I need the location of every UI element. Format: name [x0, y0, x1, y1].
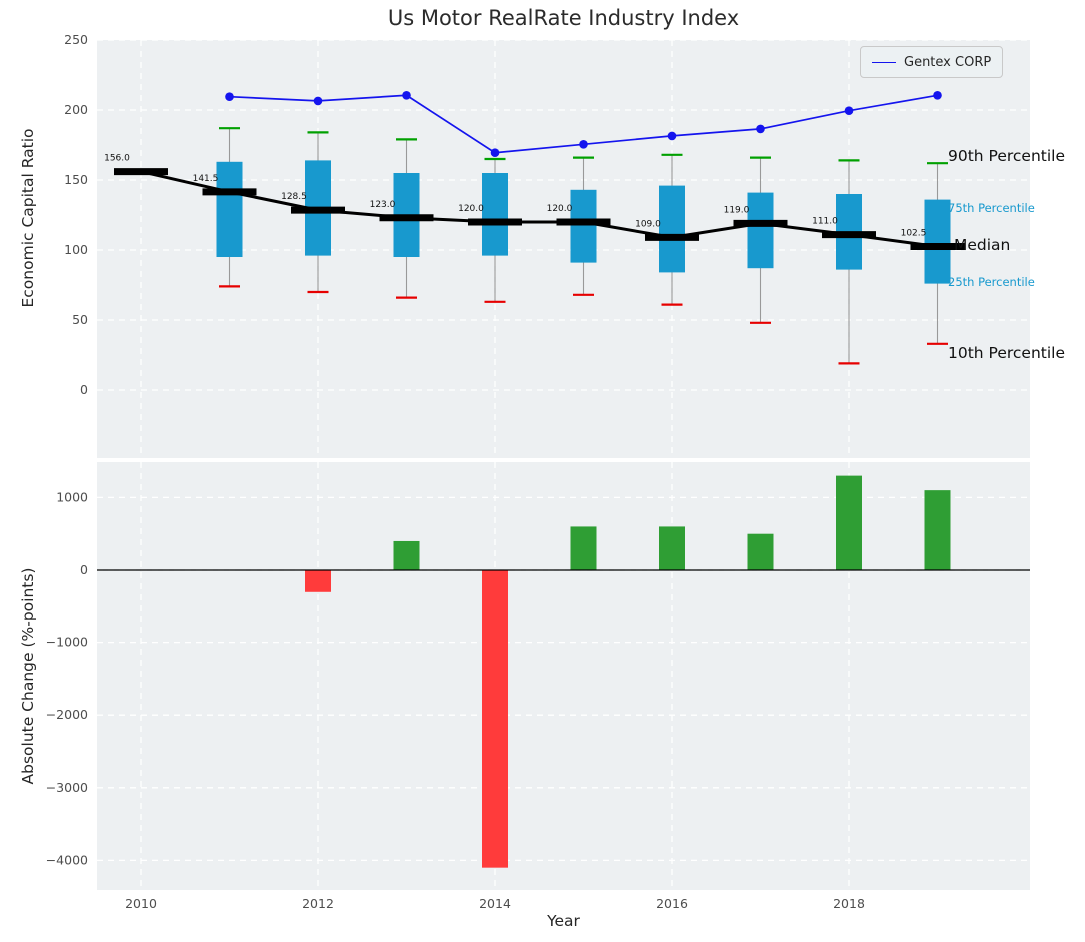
median-value-label-2015: 120.0 [547, 204, 573, 214]
bottom-y-tick-label: −3000 [46, 780, 88, 795]
chart-title: Us Motor RealRate Industry Index [387, 6, 740, 30]
bottom-y-tick-label: 0 [80, 562, 88, 577]
bottom-y-axis-label: Absolute Change (%-points) [19, 567, 37, 785]
median-value-label-2010: 156.0 [104, 154, 130, 164]
x-tick-label: 2018 [833, 896, 865, 911]
median-line [140, 170, 938, 248]
bottom-y-tick-label: −4000 [46, 852, 88, 867]
top-y-tick-label: 150 [64, 172, 88, 187]
median-value-label-2016: 109.0 [635, 219, 661, 229]
top-y-tick-label: 50 [72, 312, 88, 327]
gentex-marker [844, 106, 854, 115]
annotation-90th-percentile: 90th Percentile [948, 147, 1066, 165]
change-bar-2013 [393, 540, 420, 570]
median-value-label-2012: 128.5 [281, 192, 307, 202]
top-y-tick-label: 250 [64, 32, 88, 47]
x-axis-label: Year [547, 912, 580, 930]
gentex-marker [225, 92, 234, 101]
annotation-median: Median [954, 236, 1011, 254]
median-value-label-2014: 120.0 [458, 204, 484, 214]
x-tick-label: 2014 [479, 896, 511, 911]
iqr-box-2015 [570, 189, 597, 263]
change-bar-2016 [659, 526, 685, 570]
top-y-axis-label: Economic Capital Ratio [19, 128, 37, 308]
x-tick-label: 2012 [302, 896, 334, 911]
median-value-label-2017: 119.0 [724, 205, 750, 215]
gentex-marker [402, 91, 411, 100]
top-y-tick-label: 100 [64, 242, 88, 257]
change-bar-2012 [305, 570, 331, 592]
iqr-box-2019 [924, 199, 951, 284]
change-bar-2018 [836, 475, 862, 570]
legend: Gentex CORP [860, 46, 1004, 78]
bottom-y-tick-label: 1000 [56, 489, 88, 504]
gentex-marker [667, 131, 677, 141]
annotation-10th-percentile: 10th Percentile [948, 344, 1066, 362]
iqr-box-2011 [216, 161, 243, 257]
top-y-tick-label: 200 [64, 102, 88, 117]
top-y-tick-label: 0 [80, 382, 88, 397]
iqr-box-2014 [482, 173, 508, 256]
change-bar-2014 [482, 570, 508, 868]
gentex-marker [933, 91, 942, 100]
median-value-label-2019: 102.5 [901, 229, 927, 239]
bottom-y-tick-label: −1000 [46, 635, 88, 650]
annotation-75th-percentile: 75th Percentile [948, 201, 1035, 215]
median-value-label-2013: 123.0 [370, 200, 396, 210]
iqr-box-2016 [659, 185, 685, 273]
gentex-marker [490, 148, 500, 157]
change-bar-2017 [747, 533, 774, 570]
x-tick-label: 2016 [656, 896, 688, 911]
legend-line-sample-icon [872, 61, 896, 63]
legend-label: Gentex CORP [904, 54, 992, 70]
gentex-marker [579, 140, 588, 149]
annotation-25th-percentile: 25th Percentile [948, 275, 1035, 289]
change-bar-2015 [570, 526, 597, 570]
bottom-panel-bg [97, 462, 1030, 890]
median-value-label-2011: 141.5 [193, 174, 219, 184]
iqr-box-2017 [747, 192, 774, 269]
bottom-y-tick-label: −2000 [46, 707, 88, 722]
x-tick-label: 2010 [125, 896, 157, 911]
change-bar-2019 [924, 490, 951, 570]
gentex-marker [756, 124, 765, 134]
gentex-marker [313, 96, 323, 106]
median-value-label-2018: 111.0 [812, 217, 838, 227]
